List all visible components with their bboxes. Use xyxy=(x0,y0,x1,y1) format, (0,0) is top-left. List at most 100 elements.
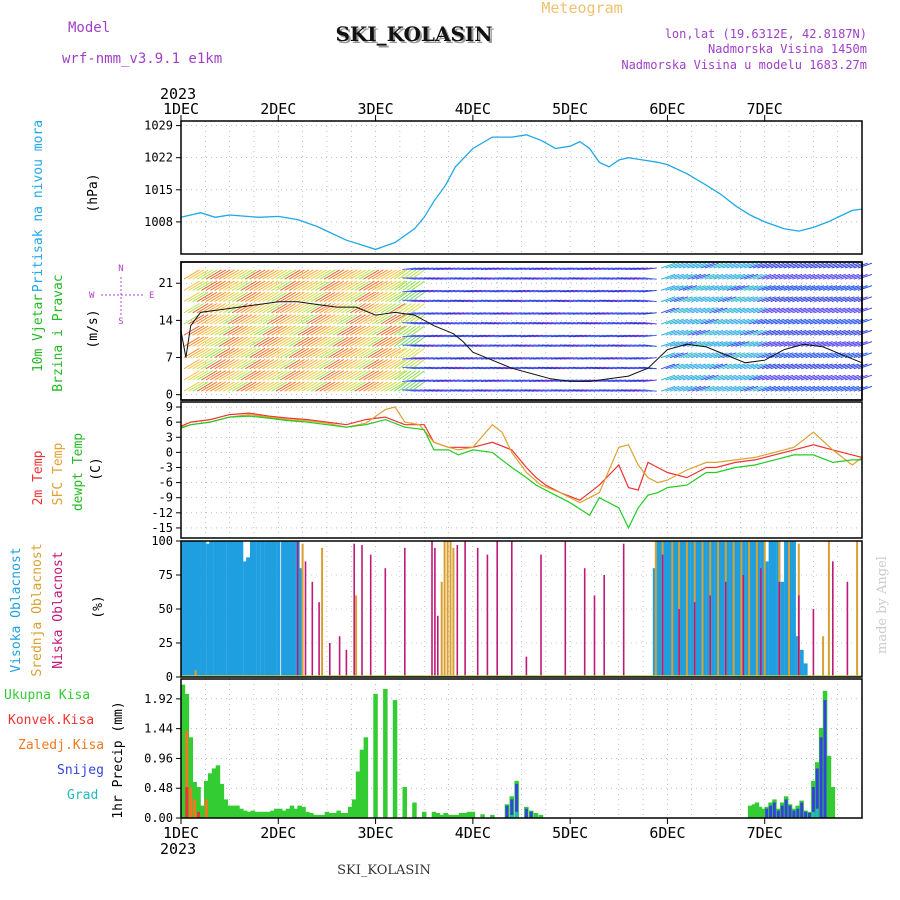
wind-barb xyxy=(739,318,754,325)
wind-barb xyxy=(731,374,746,381)
cloud-bar xyxy=(690,541,695,677)
pressure-unit: (hPa) xyxy=(86,173,101,212)
wind-barb xyxy=(827,385,842,392)
wind-barb xyxy=(310,381,327,392)
wind-barb xyxy=(328,325,345,336)
precip-bar xyxy=(466,811,472,818)
wind-barb xyxy=(735,273,750,280)
wind-barb xyxy=(682,329,698,336)
wind-barb xyxy=(183,280,200,291)
wind-barb xyxy=(192,336,209,347)
cloud-bar xyxy=(622,543,625,677)
wind-barb xyxy=(310,314,327,325)
wind-barb xyxy=(757,329,772,336)
wind-barb xyxy=(258,269,275,280)
wind-barb xyxy=(682,363,698,370)
wind-barb xyxy=(796,318,811,325)
wind-barb xyxy=(735,341,750,347)
wind-barb xyxy=(192,359,209,370)
wind-barb xyxy=(726,318,741,325)
precip-bar xyxy=(180,684,186,818)
wind-barb xyxy=(766,307,781,314)
wind-barb xyxy=(704,318,719,325)
wind-barb xyxy=(244,336,262,347)
wind-barb xyxy=(249,280,266,291)
wind-barb xyxy=(266,381,283,392)
wind-barb xyxy=(774,352,789,359)
precip-bar xyxy=(383,688,388,818)
wind-barb xyxy=(805,385,820,392)
wind-barb xyxy=(678,385,693,392)
wind-barb xyxy=(328,314,345,325)
wind-barb xyxy=(284,359,301,370)
wind-barb xyxy=(836,385,851,392)
wind-barb xyxy=(796,262,811,269)
wind-barb xyxy=(288,370,305,381)
wind-barb xyxy=(275,325,292,336)
wind-barb xyxy=(669,318,684,325)
wind-barb xyxy=(393,269,408,280)
wind-barb xyxy=(669,329,684,336)
wind-barb xyxy=(293,347,310,359)
wind-barb xyxy=(814,318,829,325)
wind-barb xyxy=(271,336,288,347)
wind-barb xyxy=(748,352,763,359)
wind-barb xyxy=(766,273,781,280)
wind-barb xyxy=(271,347,288,359)
wind-barb xyxy=(709,296,724,303)
wind-barb xyxy=(642,357,657,360)
wind-barb xyxy=(266,370,283,381)
wind-barb xyxy=(761,374,776,381)
wind-barb xyxy=(363,269,380,280)
wind-barb xyxy=(713,352,728,359)
wind-barb xyxy=(665,374,680,381)
ytick-label: 0 xyxy=(166,670,173,684)
wind-barb xyxy=(642,299,657,303)
wind-barb xyxy=(827,285,842,291)
wind-barb xyxy=(231,314,248,325)
wind-barb xyxy=(188,269,205,280)
wind-barb xyxy=(853,385,868,392)
wind-barb xyxy=(398,314,412,325)
wind-barb xyxy=(849,329,864,336)
wind-barb xyxy=(809,385,824,392)
wind-barb xyxy=(853,329,868,336)
wind-barb xyxy=(722,262,737,269)
wind-barb xyxy=(857,374,873,381)
wind-barb xyxy=(288,381,305,392)
wind-barb xyxy=(183,291,200,303)
temp-axis-label: 2m Temp SFC Temp dewpt Temp (C) xyxy=(31,433,104,511)
wind-barb xyxy=(713,341,728,347)
cloud-bar xyxy=(668,541,673,677)
wind-barb xyxy=(844,262,859,269)
wind-barb xyxy=(849,285,864,291)
wind-barb xyxy=(783,363,798,370)
wind-barb xyxy=(844,363,859,370)
cloud-bar xyxy=(404,547,406,677)
wind-barb xyxy=(262,370,279,381)
precip-bar xyxy=(185,787,189,818)
ytick-label: 1008 xyxy=(144,215,173,229)
wind-barb xyxy=(748,329,763,336)
precip-bar xyxy=(747,805,753,818)
wind-barb xyxy=(209,347,226,359)
wind-barb xyxy=(744,296,759,303)
wind-barb xyxy=(669,296,684,303)
wind-barb xyxy=(240,314,257,325)
wind-barb xyxy=(660,341,676,347)
cloud-bar xyxy=(260,541,265,677)
wind-barb xyxy=(341,280,358,291)
wind-barb xyxy=(363,359,380,370)
wind-barb xyxy=(822,352,838,359)
wind-barb xyxy=(783,385,798,392)
wind-barb xyxy=(266,291,283,303)
wind-barb xyxy=(341,370,358,381)
wind-barb xyxy=(205,381,222,392)
wind-barb xyxy=(227,347,244,359)
wind-barb xyxy=(218,370,235,381)
legend-frz: Zaledj.Kisa xyxy=(18,738,104,753)
wind-barb xyxy=(774,307,789,314)
wind-barb xyxy=(258,347,275,359)
wind-barb xyxy=(315,314,332,325)
wind-barb xyxy=(757,285,772,291)
